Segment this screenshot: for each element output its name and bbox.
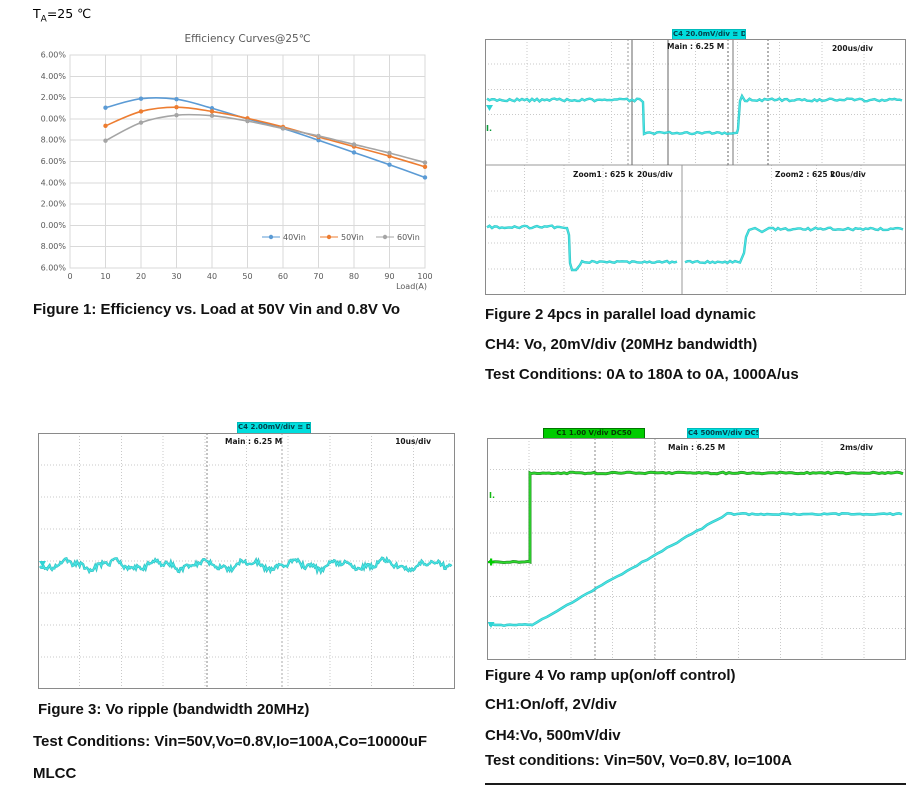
svg-text:80.00%: 80.00% (40, 221, 66, 230)
efficiency-chart: Efficiency Curves@25℃ 76.00% 78.00% 80.00%… (40, 26, 455, 294)
figure3-test-conditions-cont: MLCC (33, 765, 77, 782)
ambient-temp-label: TA=25 ℃ (33, 6, 91, 25)
figure4-scope-screen: I. Main : 6.25 M 2ms/div (487, 438, 906, 660)
figure2-zoom2-timebase: 20us/div (830, 170, 866, 179)
figure4-ch4-info: CH4:Vo, 500mV/div (485, 727, 621, 744)
svg-text:88.00%: 88.00% (40, 136, 66, 145)
temp-value: =25 ℃ (46, 6, 92, 21)
figure2-channel-info: CH4: Vo, 20mV/div (20MHz bandwidth) (485, 336, 758, 353)
svg-text:100: 100 (417, 272, 432, 281)
svg-text:70: 70 (313, 272, 323, 281)
temp-symbol: T (33, 6, 41, 21)
figure2-zoom2-label: Zoom2 : 625 k (775, 170, 836, 179)
figure2-timebase: 200us/div (831, 44, 873, 53)
figure3-caption: Figure 3: Vo ripple (bandwidth 20MHz) (38, 701, 310, 718)
svg-text:60: 60 (278, 272, 288, 281)
figure2-main-record: Main : 6.25 M (667, 42, 725, 51)
svg-text:82.00%: 82.00% (40, 200, 66, 209)
svg-text:I.: I. (486, 124, 492, 133)
figure3-scope-screen: Main : 6.25 M 10us/div (38, 433, 455, 689)
efficiency-chart-plot: 76.00% 78.00% 80.00% 82.00% 84.00% 86.00% 88.0… (40, 51, 433, 292)
figure2-test-conditions: Test Conditions: 0A to 180A to 0A, 1000A… (485, 366, 799, 383)
page-divider-line (485, 783, 906, 785)
figure4-caption: Figure 4 Vo ramp up(on/off control) (485, 667, 736, 684)
svg-text:40Vin: 40Vin (283, 233, 306, 242)
svg-text:92.00%: 92.00% (40, 93, 66, 102)
svg-text:0: 0 (67, 272, 72, 281)
figure2-scope-screen: I. Main : 6.25 M 200us/div Zoom1 : 625 k… (485, 39, 906, 295)
figure4-main-record: Main : 6.25 M (668, 443, 726, 452)
svg-text:78.00%: 78.00% (40, 242, 66, 251)
svg-text:60Vin: 60Vin (397, 233, 420, 242)
figure4-waveform: I. (487, 438, 906, 660)
svg-text:86.00%: 86.00% (40, 157, 66, 166)
svg-text:96.00%: 96.00% (40, 51, 66, 60)
svg-text:I.: I. (489, 491, 495, 500)
chart-title: Efficiency Curves@25℃ (184, 33, 311, 45)
svg-text:30: 30 (171, 272, 181, 281)
figure3-main-record: Main : 6.25 M (225, 437, 283, 446)
svg-text:40: 40 (207, 272, 217, 281)
svg-text:94.00%: 94.00% (40, 72, 66, 81)
figure3-waveform (38, 433, 455, 689)
figure4-ch1-info: CH1:On/off, 2V/div (485, 696, 617, 713)
svg-text:50Vin: 50Vin (341, 233, 364, 242)
figure3-test-conditions: Test Conditions: Vin=50V,Vo=0.8V,Io=100A… (33, 733, 428, 750)
figure2-zoom1-label: Zoom1 : 625 k (573, 170, 634, 179)
svg-text:50: 50 (242, 272, 252, 281)
svg-text:20: 20 (136, 272, 146, 281)
svg-text:84.00%: 84.00% (40, 178, 66, 187)
temp-subscript: A (40, 14, 47, 25)
figure2-waveform: I. (485, 39, 906, 295)
figure4-oscilloscope: C1 1.00 V/div DC50 C4 500mV/div DC50 I. … (487, 428, 906, 660)
figure3-oscilloscope: C4 2.00mV/div ≅ DC Main : 6.25 M 10us/di… (38, 420, 455, 690)
svg-text:Load(A): Load(A) (396, 282, 427, 291)
figure4-timebase: 2ms/div (839, 443, 873, 452)
svg-text:90: 90 (384, 272, 394, 281)
figure2-oscilloscope: C4 20.0mV/div ≅ DC I. Main : 6.25 M 200u… (485, 29, 906, 295)
figure1-caption: Figure 1: Efficiency vs. Load at 50V Vin… (33, 301, 401, 318)
figure2-zoom1-timebase: 20us/div (637, 170, 673, 179)
svg-text:90.00%: 90.00% (40, 114, 66, 123)
figure4-test-conditions: Test conditions: Vin=50V, Vo=0.8V, Io=10… (485, 752, 792, 769)
figure3-timebase: 10us/div (395, 437, 431, 446)
svg-text:76.00%: 76.00% (40, 264, 66, 273)
svg-text:10: 10 (100, 272, 110, 281)
figure2-caption: Figure 2 4pcs in parallel load dynamic (485, 306, 756, 323)
svg-text:80: 80 (349, 272, 359, 281)
